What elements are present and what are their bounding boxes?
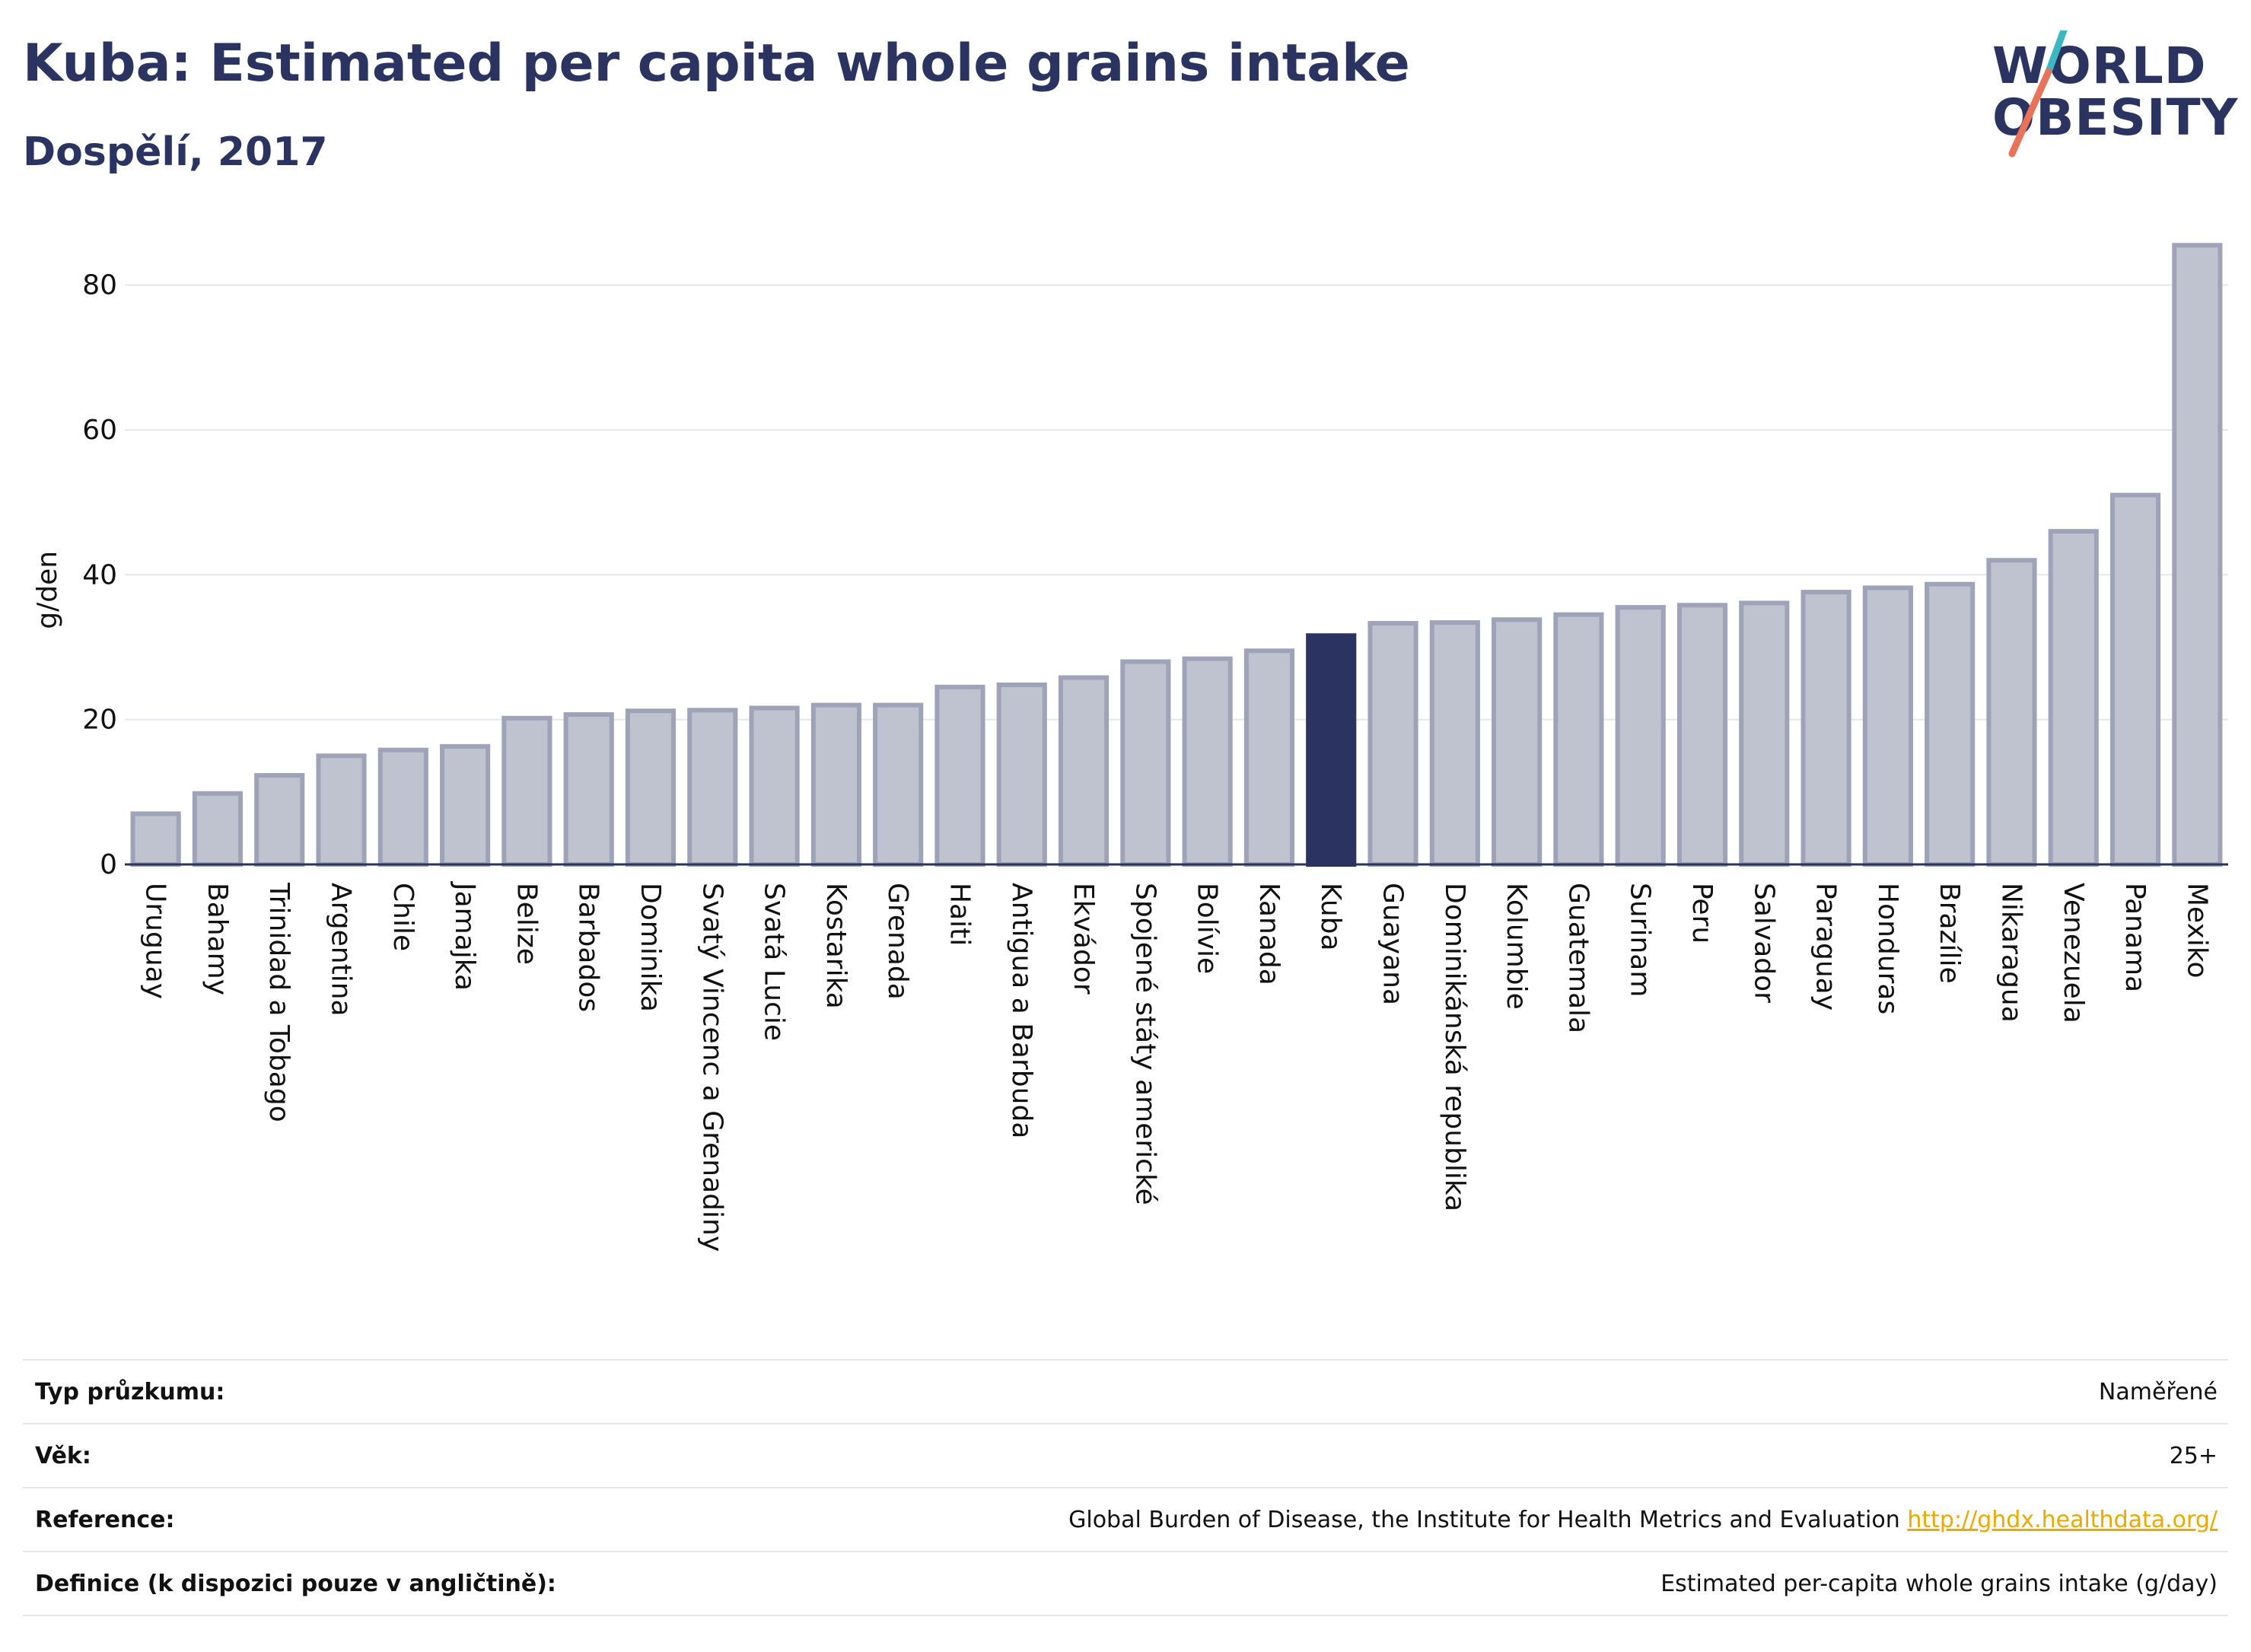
metadata-table: Typ průzkumu: Naměřené Věk: 25+ Referenc… — [23, 1359, 2228, 1616]
meta-key: Definice (k dispozici pouze v angličtině… — [35, 1570, 556, 1597]
x-tick-label: Salvador — [1748, 883, 1779, 1003]
bar — [1429, 620, 1480, 867]
x-tick-label: Dominikánská republika — [1439, 883, 1470, 1211]
meta-row-reference: Reference: Global Burden of Disease, the… — [23, 1487, 2228, 1551]
meta-row-survey-type: Typ průzkumu: Naměřené — [23, 1359, 2228, 1423]
bar — [1058, 675, 1110, 867]
bar — [1553, 612, 1604, 867]
bar — [1367, 621, 1418, 867]
bar — [254, 772, 305, 867]
y-tick-label: 40 — [82, 559, 117, 590]
x-tick-label: Jamajka — [449, 881, 480, 991]
x-tick-label: Kolumbie — [1501, 883, 1532, 1010]
bar-highlight — [1306, 633, 1357, 867]
meta-key: Reference: — [35, 1506, 175, 1533]
bar-chart: 0 20 40 60 80 g/den Uruguay Bahamy Trinidad a To… — [32, 243, 2228, 1252]
bar — [563, 711, 614, 867]
meta-value: Naměřené — [2098, 1378, 2218, 1405]
meta-row-definition: Definice (k dispozici pouze v angličtině… — [23, 1551, 2228, 1616]
y-tick-label: 0 — [100, 849, 117, 880]
meta-key: Typ průzkumu: — [35, 1378, 225, 1405]
x-tick-label: Kuba — [1315, 883, 1346, 951]
bar — [377, 747, 428, 867]
bar — [749, 705, 800, 867]
meta-value: Global Burden of Disease, the Institute … — [1068, 1507, 2228, 1533]
x-tick-label: Guayana — [1377, 883, 1409, 1005]
x-tick-label: Argentina — [326, 883, 357, 1017]
x-tick-label: Panama — [2119, 883, 2151, 992]
logo-stripe-icon — [2008, 30, 2068, 158]
bar — [1986, 558, 2037, 867]
x-tick-label: Guatemala — [1562, 883, 1594, 1033]
x-tick-label: Brazílie — [1934, 883, 1965, 984]
meta-row-age: Věk: 25+ — [23, 1423, 2228, 1487]
world-obesity-logo: WORLD OBESITY — [1979, 30, 2237, 167]
bar — [996, 682, 1047, 867]
y-tick-label: 20 — [82, 705, 117, 736]
reference-text: Global Burden of Disease, the Institute … — [1068, 1506, 1900, 1533]
y-axis-label: g/den — [32, 551, 63, 629]
bar — [810, 702, 861, 867]
x-tick-label: Ekvádor — [1068, 883, 1099, 995]
meta-key: Věk: — [35, 1442, 91, 1469]
bar — [1925, 581, 1976, 867]
y-tick-label: 60 — [82, 415, 117, 446]
bar — [130, 811, 181, 867]
x-tick-label: Peru — [1686, 883, 1718, 944]
page-subtitle: Dospělí, 2017 — [23, 129, 328, 175]
x-tick-label: Kostarika — [820, 883, 852, 1009]
page-title: Kuba: Estimated per capita whole grains … — [23, 33, 1410, 94]
x-tick-label: Honduras — [1872, 883, 1903, 1014]
x-tick-label: Belize — [511, 883, 542, 965]
bar — [687, 708, 738, 867]
bar — [2048, 529, 2099, 867]
bar — [501, 715, 552, 867]
x-tick-label: Uruguay — [140, 883, 171, 999]
x-tick-label: Bolívie — [1192, 883, 1223, 974]
bar — [1492, 617, 1543, 867]
bar — [1182, 656, 1233, 867]
x-tick-label: Antigua a Barbuda — [1006, 883, 1037, 1138]
x-tick-label: Mexiko — [2181, 883, 2212, 978]
x-tick-label: Surinam — [1625, 883, 1656, 997]
bar — [1615, 605, 1666, 867]
bar — [1243, 648, 1295, 867]
x-tick-label: Svatá Lucie — [759, 883, 790, 1041]
bar — [625, 708, 677, 867]
bar — [934, 684, 985, 867]
x-tick-label: Grenada — [882, 883, 913, 1000]
bar — [873, 702, 924, 867]
x-tick-label: Svatý Vincenc a Grenadiny — [696, 883, 728, 1252]
x-tick-label: Venezuela — [2058, 883, 2089, 1023]
x-tick-label: Trinidad a Tobago — [263, 882, 295, 1122]
bar — [316, 753, 367, 867]
y-tick-label: 80 — [82, 270, 117, 301]
x-tick-label: Bahamy — [202, 883, 233, 995]
bar — [1800, 590, 1851, 867]
x-tick-label: Haiti — [944, 883, 975, 946]
x-tick-label: Kanada — [1253, 883, 1285, 985]
bar — [2172, 243, 2223, 867]
bar — [2109, 492, 2161, 867]
x-tick-label: Chile — [387, 883, 419, 951]
x-tick-label: Spojené státy americké — [1129, 883, 1161, 1205]
bar — [192, 791, 244, 867]
bar — [1676, 603, 1728, 867]
bar — [440, 743, 491, 867]
bar — [1120, 659, 1171, 867]
bar — [1739, 600, 1790, 867]
x-tick-label: Dominika — [635, 883, 666, 1012]
reference-link[interactable]: http://ghdx.healthdata.org/ — [1907, 1506, 2218, 1533]
x-tick-label: Barbados — [573, 883, 604, 1012]
meta-value: 25+ — [2169, 1442, 2218, 1469]
x-tick-label: Paraguay — [1810, 883, 1842, 1011]
meta-value: Estimated per-capita whole grains intake… — [1660, 1570, 2218, 1597]
bar — [1862, 585, 1913, 867]
x-tick-label: Nikaragua — [1995, 883, 2027, 1023]
logo-line-1: WORLD — [1992, 37, 2207, 95]
